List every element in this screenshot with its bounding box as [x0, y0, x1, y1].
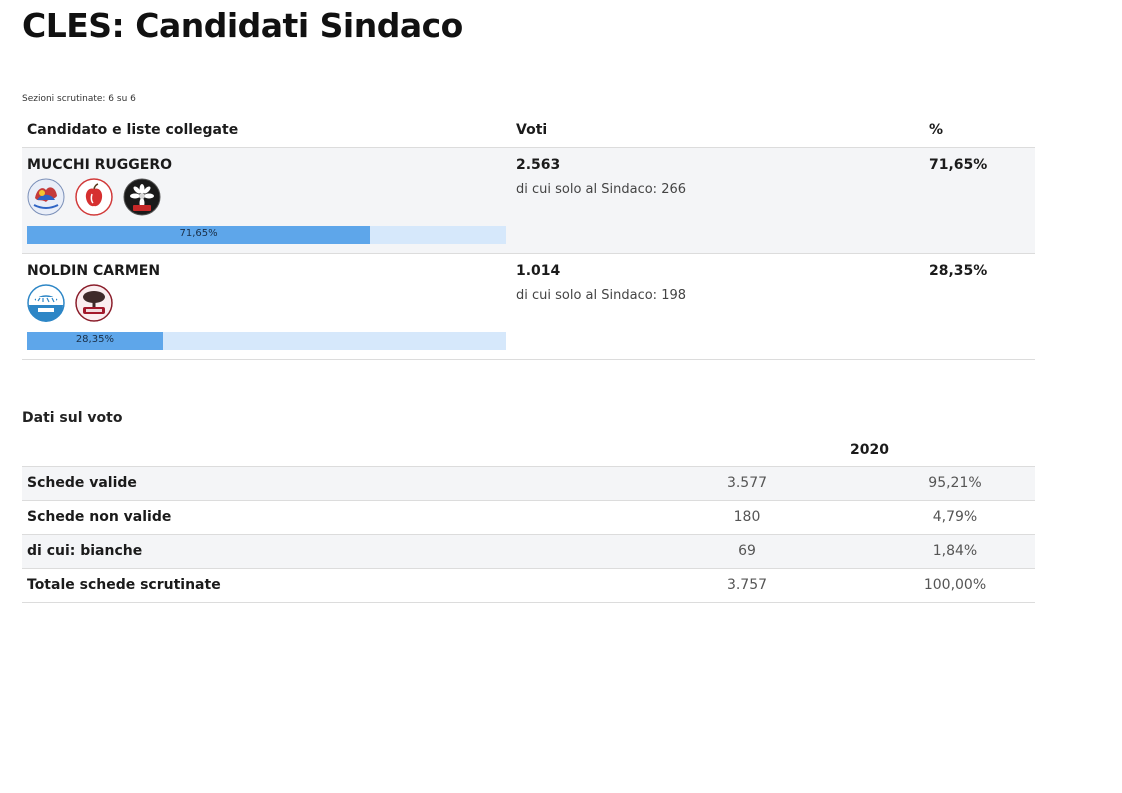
candidate-row: MUCCHI RUGGERO	[22, 148, 1035, 254]
row-value: 3.757	[726, 577, 768, 593]
table-row: di cui: bianche 69 1,84%	[22, 535, 1035, 569]
vote-share-bar-fill	[27, 226, 371, 244]
row-label: Schede valide	[27, 475, 137, 491]
candidate-votes-mayor-only: di cui solo al Sindaco: 198	[516, 288, 687, 303]
vote-data-table: 2020 Schede valide 3.577 95,21% Schede n…	[22, 432, 1035, 603]
row-percent: 4,79%	[932, 509, 978, 525]
table-row: Schede valide 3.577 95,21%	[22, 467, 1035, 501]
row-percent: 100,00%	[923, 577, 987, 593]
candidate-percent: 28,35%	[929, 263, 988, 279]
row-value: 180	[733, 509, 761, 525]
cles-futura-logo	[27, 178, 65, 216]
apple-list-logo	[75, 178, 113, 216]
row-label: Schede non valide	[27, 509, 172, 525]
vote-share-bar: 71,65%	[27, 226, 506, 244]
candidate-row: NOLDIN CARMEN	[22, 254, 1035, 360]
candidate-name: MUCCHI RUGGERO	[27, 157, 173, 173]
header-votes: Voti	[516, 122, 548, 138]
row-label: di cui: bianche	[27, 543, 143, 559]
tree-cles-logo	[75, 284, 113, 322]
vote-data-header: 2020	[22, 432, 1035, 467]
candidate-votes: 1.014	[516, 263, 561, 279]
vote-data-title: Dati sul voto	[22, 410, 123, 426]
table-row: Schede non valide 180 4,79%	[22, 501, 1035, 535]
candidate-votes: 2.563	[516, 157, 561, 173]
header-percent: %	[929, 122, 944, 138]
vote-share-bar-label: 71,65%	[179, 228, 218, 239]
vote-share-bar-fill	[27, 332, 163, 350]
header-candidate: Candidato e liste collegate	[27, 122, 239, 138]
candidates-table: Candidato e liste collegate Voti % MUCCH…	[22, 112, 1035, 360]
row-label: Totale schede scrutinate	[27, 577, 221, 593]
candidate-percent: 71,65%	[929, 157, 988, 173]
row-value: 3.577	[726, 475, 768, 491]
candidate-votes-mayor-only: di cui solo al Sindaco: 266	[516, 182, 687, 197]
page-title: CLES: Candidati Sindaco	[22, 6, 463, 45]
sections-counted: Sezioni scrutinate: 6 su 6	[22, 94, 136, 104]
siamo-cles-logo	[27, 284, 65, 322]
candidate-lists	[27, 284, 113, 322]
candidate-name: NOLDIN CARMEN	[27, 263, 161, 279]
patt-edelweiss-logo	[123, 178, 161, 216]
candidates-table-header: Candidato e liste collegate Voti %	[22, 112, 1035, 148]
vote-share-bar-label: 28,35%	[75, 334, 114, 345]
year-header: 2020	[850, 442, 889, 458]
candidate-lists	[27, 178, 161, 216]
table-row: Totale schede scrutinate 3.757 100,00%	[22, 569, 1035, 603]
row-percent: 95,21%	[928, 475, 982, 491]
row-value: 69	[738, 543, 756, 559]
vote-share-bar: 28,35%	[27, 332, 506, 350]
row-percent: 1,84%	[932, 543, 978, 559]
